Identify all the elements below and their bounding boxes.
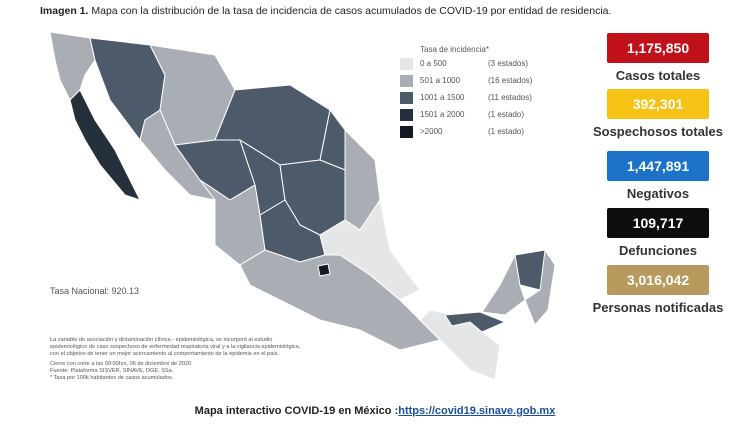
legend-count: (1 estado): [488, 127, 525, 136]
note-line: La variable de asociación y dictaminació…: [50, 337, 273, 343]
state: [49, 31, 96, 101]
legend-swatch: [400, 58, 413, 70]
legend-range: >2000: [420, 127, 443, 136]
notes: La variable de asociación y dictaminació…: [50, 337, 300, 382]
stat-value: 109,717: [607, 208, 709, 238]
title-text: Mapa con la distribución de la tasa de i…: [91, 5, 612, 17]
footer-text: Mapa interactivo COVID-19 en México :: [194, 405, 399, 417]
footer-link[interactable]: https://covid19.sinave.gob.mx: [398, 405, 556, 417]
legend-item: 1001 a 1500 (11 estados): [400, 90, 565, 107]
stat-label: Casos totales: [615, 68, 701, 83]
note-line: * Tasa por 100k habitantes de casos acum…: [50, 375, 174, 381]
stat-label: Defunciones: [618, 243, 697, 258]
title: Imagen 1. Mapa con la distribución de la…: [40, 5, 611, 17]
national-rate: Tasa Nacional: 920.13: [50, 286, 140, 296]
legend-range: 0 a 500: [420, 59, 447, 68]
legend-range: 1001 a 1500: [420, 93, 465, 102]
legend-swatch: [400, 126, 413, 138]
legend-count: (3 estados): [488, 59, 529, 68]
legend-range: 501 a 1000: [420, 76, 461, 85]
legend-count: (16 estados): [488, 76, 533, 85]
stat-value: 1,447,891: [607, 151, 709, 181]
legend-swatch: [400, 109, 413, 121]
stat-value: 3,016,042: [607, 265, 709, 295]
legend: Tasa de incidencia* 0 a 500 (3 estados) 50…: [400, 45, 565, 141]
note-line: epidemiológico de caso sospechoso de enf…: [50, 344, 301, 350]
footer: Mapa interactivo COVID-19 en México :htt…: [0, 405, 750, 417]
state: [444, 311, 507, 333]
legend-swatch: [400, 75, 413, 87]
legend-swatch: [400, 92, 413, 104]
legend-item: 501 a 1000 (16 estados): [400, 73, 565, 90]
note-line: Fuente: Plataforma SISVER, SINAVE, DGE, …: [50, 368, 174, 374]
stat-label: Negativos: [626, 186, 690, 201]
state: [239, 249, 441, 351]
map: [49, 31, 556, 381]
stat-label: Personas notificadas: [592, 300, 724, 315]
legend-count: (1 estado): [488, 110, 525, 119]
legend-count: (11 estados): [488, 93, 532, 102]
note-line: Cierre con corte a las 09:00hrs, 06 de d…: [50, 361, 192, 367]
note-line: con el objetivo de tener un mejor acerca…: [50, 351, 280, 357]
legend-range: 1501 a 2000: [420, 110, 465, 119]
state: [69, 89, 141, 201]
title-label: Imagen 1.: [40, 5, 89, 17]
state: [317, 263, 331, 277]
stat-value: 392,301: [607, 89, 709, 119]
stat-label: Sospechosos totales: [592, 124, 724, 139]
stat-value: 1,175,850: [607, 33, 709, 63]
states: [49, 31, 556, 381]
legend-item: 1501 a 2000 (1 estado): [400, 107, 565, 124]
legend-item: >2000 (1 estado): [400, 124, 565, 141]
legend-title: Tasa de incidencia*: [420, 45, 489, 54]
state: [524, 248, 556, 326]
legend-item: 0 a 500 (3 estados): [400, 56, 565, 73]
